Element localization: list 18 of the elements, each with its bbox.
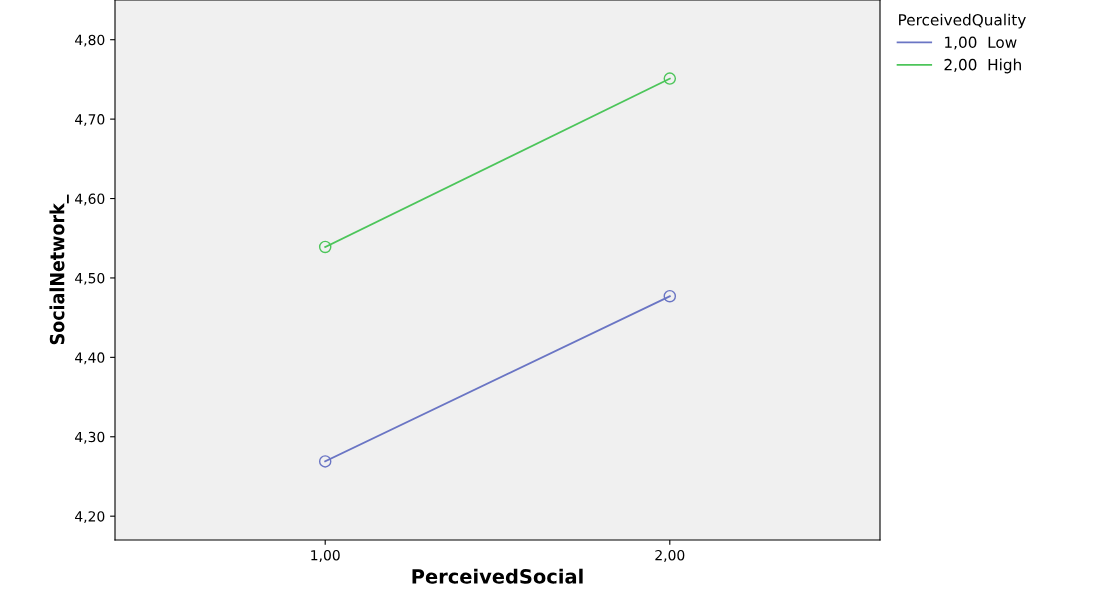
x-axis-title: PerceivedSocial — [412, 568, 583, 584]
point — [663, 289, 677, 303]
point — [318, 455, 332, 468]
y-tick-label: 4,80 — [75, 34, 105, 47]
point — [318, 240, 332, 254]
y-tick-label: 4,20 — [75, 511, 105, 524]
legend-label: 1,00 Low — [945, 36, 1017, 50]
y-axis-title: SocialNetwork_ — [49, 194, 69, 345]
y-tick-label: 4,70 — [75, 114, 105, 127]
x-tick-label: 1,00 — [311, 549, 340, 562]
legend-label: 2,00 High — [944, 58, 1021, 74]
y-tick-label: 4,30 — [75, 431, 105, 444]
y-tick-label: 4,40 — [75, 352, 105, 365]
x-tick-label: 2,00 — [655, 549, 685, 562]
point — [663, 72, 677, 85]
y-tick-label: 4,60 — [75, 193, 105, 206]
legend-title: PerceivedQuality — [899, 13, 1026, 29]
y-tick-label: 4,50 — [75, 272, 105, 285]
